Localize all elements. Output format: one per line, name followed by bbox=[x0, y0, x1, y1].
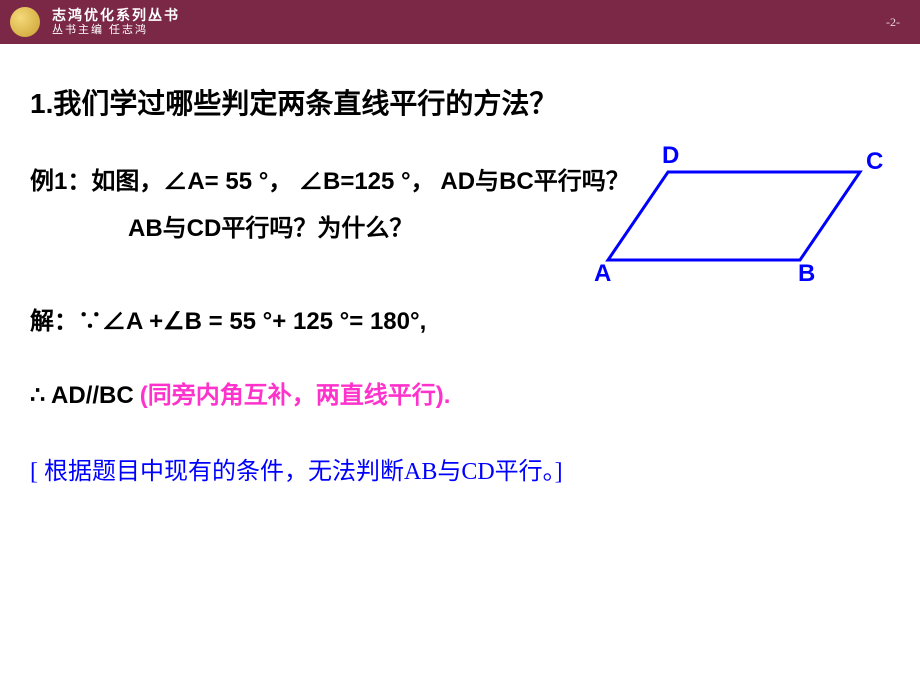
vertex-label-c: C bbox=[866, 148, 883, 176]
header-titles: 志鸿优化系列丛书 丛书主编 任志鸿 bbox=[52, 7, 180, 37]
solution-conclusion: ∴ AD//BC (同旁内角互补，两直线平行). bbox=[30, 374, 890, 417]
diagram-svg bbox=[598, 162, 888, 312]
conclusion-reason: (同旁内角互补，两直线平行). bbox=[140, 374, 451, 417]
header-left: 志鸿优化系列丛书 丛书主编 任志鸿 bbox=[10, 7, 180, 37]
parallelogram-diagram: D C A B bbox=[598, 162, 888, 312]
vertex-label-a: A bbox=[594, 260, 611, 288]
series-name: 志鸿优化系列丛书 bbox=[52, 7, 180, 24]
logo-icon bbox=[10, 7, 40, 37]
page-number: -2- bbox=[886, 15, 900, 30]
question-title: 1.我们学过哪些判定两条直线平行的方法？ bbox=[30, 82, 890, 122]
conclusion-prefix: ∴ AD//BC bbox=[30, 374, 134, 417]
slide-header: 志鸿优化系列丛书 丛书主编 任志鸿 -2- bbox=[0, 0, 920, 44]
editor-line: 丛书主编 任志鸿 bbox=[52, 24, 180, 37]
vertex-label-d: D bbox=[662, 142, 679, 170]
vertex-label-b: B bbox=[798, 260, 815, 288]
slide-content: 1.我们学过哪些判定两条直线平行的方法？ 例1：如图，∠A= 55 °， ∠B=… bbox=[0, 44, 920, 494]
solution-note: [ 根据题目中现有的条件，无法判断AB与CD平行。] bbox=[30, 451, 890, 494]
